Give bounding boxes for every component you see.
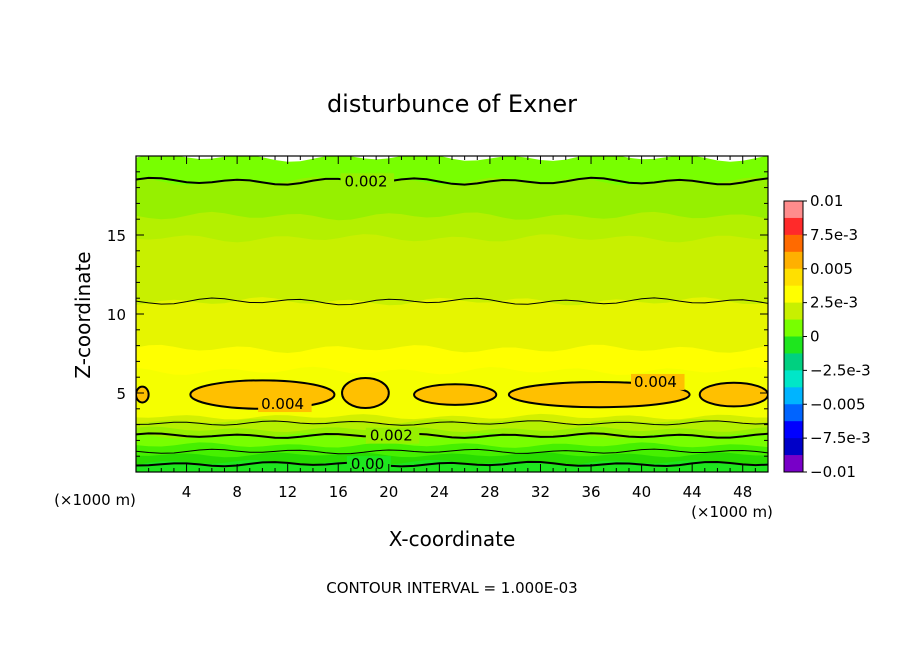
colorbar-label: 7.5e-3 — [810, 226, 858, 244]
colorbar-swatch — [784, 251, 803, 270]
x-tick-label: 4 — [182, 483, 192, 501]
colorbar-swatch — [784, 455, 803, 473]
colorbar-label: −0.01 — [810, 463, 856, 481]
y-tick-label: 5 — [116, 385, 126, 403]
contour-interval-note: CONTOUR INTERVAL = 1.000E-03 — [326, 579, 577, 597]
x-axis-label: X-coordinate — [389, 527, 516, 551]
colorbar-swatch — [784, 319, 803, 337]
contour-cell-0.004 — [413, 383, 498, 406]
x-tick-label: 16 — [329, 483, 348, 501]
colorbar-swatch — [784, 201, 803, 219]
contour-label: 0.004 — [634, 373, 677, 391]
x-tick-label: 40 — [632, 483, 651, 501]
colorbar: 0.01 7.5e-3 0.005 2.5e-3 0 −2.5e-3 −0.005 −7.5e… — [783, 192, 871, 481]
colorbar-swatch — [784, 353, 803, 371]
x-tick-label: 44 — [683, 483, 702, 501]
colorbar-label: 0.005 — [810, 260, 853, 278]
x-tick-label: 8 — [232, 483, 242, 501]
contour-label: 0.002 — [370, 427, 413, 445]
x-unit-label: (×1000 m) — [54, 491, 136, 509]
x-tick-label: 24 — [430, 483, 449, 501]
y-unit-label: (×1000 m) — [691, 503, 773, 521]
chart-title: disturbunce of Exner — [327, 90, 577, 118]
colorbar-label: −0.005 — [810, 395, 866, 413]
x-tick-label: 36 — [581, 483, 600, 501]
contour-label: 0.00 — [351, 455, 384, 473]
x-tick-label: 20 — [379, 483, 398, 501]
y-tick-label: 10 — [107, 306, 126, 324]
colorbar-swatch — [784, 404, 803, 422]
x-tick-label: 32 — [531, 483, 550, 501]
contour-line — [136, 448, 768, 455]
colorbar-label: 2.5e-3 — [810, 294, 858, 312]
contour-cell-0.004 — [341, 376, 390, 410]
colorbar-label: 0.01 — [810, 192, 843, 210]
colorbar-swatch — [784, 438, 803, 456]
x-tick-label: 12 — [278, 483, 297, 501]
colorbar-swatch — [784, 217, 803, 236]
colorbar-label: −2.5e-3 — [810, 361, 871, 379]
contour-line — [136, 176, 768, 186]
contour-line — [136, 432, 768, 439]
colorbar-swatch — [784, 387, 803, 405]
colorbar-swatch — [784, 370, 803, 388]
colorbar-swatch — [784, 268, 803, 287]
colorbar-swatch — [784, 285, 803, 304]
colorbar-swatch — [784, 234, 803, 253]
contour-line — [136, 297, 768, 306]
y-axis-label: Z-coordinate — [71, 251, 95, 378]
colorbar-swatch — [784, 421, 803, 439]
contour-cell-0.004 — [136, 385, 150, 404]
contour-label: 0.004 — [261, 395, 304, 413]
colorbar-label: −7.5e-3 — [810, 429, 871, 447]
colorbar-label: 0 — [810, 328, 820, 346]
plot-area: 0.002 0.002 0.00 0.004 0.004 — [136, 156, 768, 473]
contour-label: 0.002 — [345, 172, 388, 190]
contour-line — [136, 460, 768, 468]
colorbar-swatch — [784, 336, 803, 354]
contour-cell-0.004 — [698, 381, 768, 408]
y-tick-label: 15 — [107, 227, 126, 245]
colorbar-swatch — [784, 302, 803, 321]
x-tick-label: 48 — [733, 483, 752, 501]
contour-line — [136, 420, 768, 426]
x-tick-label: 28 — [480, 483, 499, 501]
